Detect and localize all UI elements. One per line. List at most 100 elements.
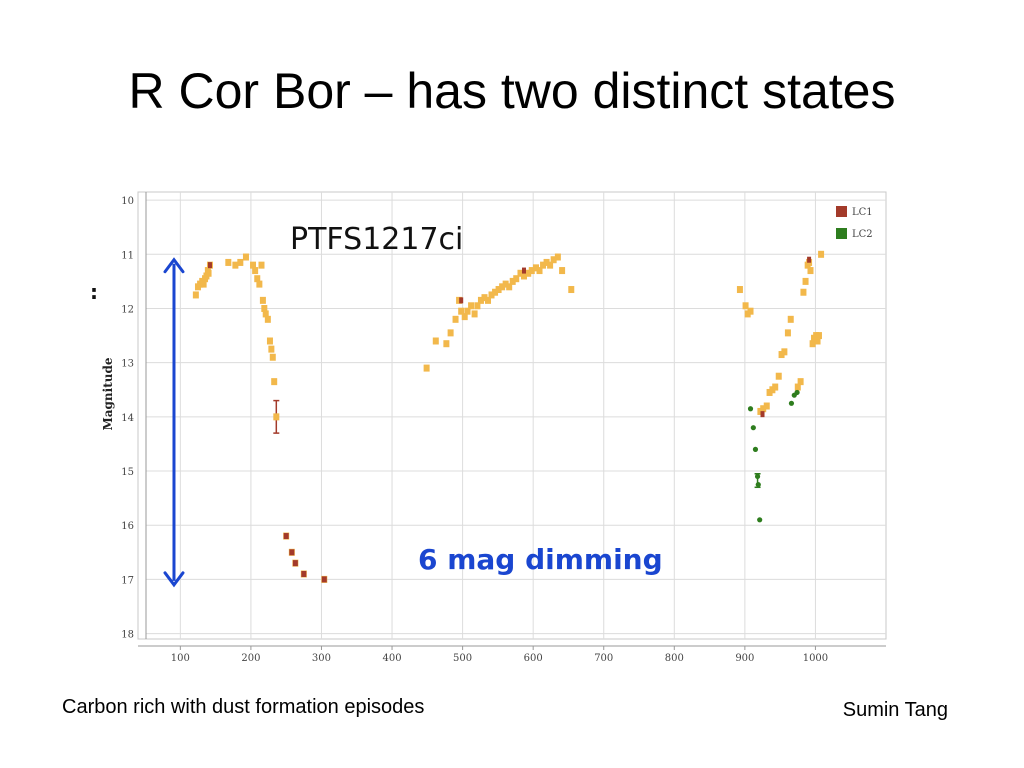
data-point-lc1 bbox=[264, 315, 271, 323]
data-point-lc1 bbox=[520, 272, 527, 280]
data-point-lc1 bbox=[225, 258, 232, 266]
data-point-lc1 bbox=[262, 310, 269, 318]
data-point-lc1 bbox=[506, 283, 513, 291]
data-point-lc1 bbox=[456, 296, 463, 304]
data-point-lc1 bbox=[481, 294, 488, 302]
data-point-lc1 bbox=[547, 261, 554, 269]
data-point-lc1 bbox=[471, 310, 478, 318]
x-tick-label: 600 bbox=[524, 653, 543, 664]
data-point-lc2 bbox=[747, 406, 754, 412]
data-point-lc1-faint bbox=[283, 533, 289, 540]
data-point-lc1 bbox=[254, 275, 261, 283]
data-point-lc1 bbox=[485, 296, 492, 304]
data-point-lc1 bbox=[492, 288, 499, 296]
x-tick-label: 500 bbox=[453, 653, 472, 664]
data-point-lc1 bbox=[468, 302, 475, 310]
data-point-lc2 bbox=[755, 481, 761, 488]
data-point-lc1 bbox=[499, 283, 506, 291]
data-point-lc1 bbox=[815, 332, 822, 340]
data-point-lc1 bbox=[559, 267, 566, 275]
data-point-lc1 bbox=[775, 372, 782, 380]
data-point-lc1 bbox=[256, 280, 263, 288]
y-tick-label: 10 bbox=[121, 196, 134, 207]
data-point-lc1 bbox=[252, 267, 259, 275]
data-point-lc1-core bbox=[459, 297, 464, 304]
y-tick-label: 16 bbox=[121, 521, 134, 532]
data-point-lc1 bbox=[781, 348, 788, 356]
data-point-lc1 bbox=[525, 269, 532, 277]
data-point-lc1 bbox=[536, 267, 543, 275]
data-point-lc1-faint bbox=[301, 570, 307, 577]
data-point-lc1 bbox=[271, 378, 278, 386]
data-point-lc1 bbox=[809, 340, 816, 348]
data-point-lc1 bbox=[237, 258, 244, 266]
data-point-lc1 bbox=[495, 286, 502, 294]
data-point-lc1 bbox=[502, 280, 509, 288]
x-ticks: 100 200 300 400 500 600 700 800 900 1000 bbox=[171, 653, 828, 664]
data-point-lc1 bbox=[423, 364, 430, 372]
arrow-head-up bbox=[163, 257, 185, 274]
y-tick-label: 14 bbox=[121, 413, 134, 424]
x-tick-label: 400 bbox=[382, 653, 401, 664]
data-point-lc1 bbox=[474, 302, 481, 310]
x-tick-label: 100 bbox=[171, 653, 190, 664]
data-point-lc1 bbox=[742, 302, 749, 310]
data-point-lc1 bbox=[736, 286, 743, 294]
data-point-lc1 bbox=[258, 261, 265, 269]
data-point-lc1 bbox=[205, 269, 212, 277]
data-point-lc1 bbox=[528, 267, 535, 275]
data-point-lc1-core bbox=[207, 262, 212, 269]
data-point-lc1 bbox=[192, 291, 199, 299]
data-point-lc1 bbox=[261, 304, 268, 312]
data-point-lc1 bbox=[488, 291, 495, 299]
dimming-annotation: 6 mag dimming bbox=[418, 543, 663, 576]
data-point-lc1 bbox=[784, 329, 791, 337]
x-tick-label: 200 bbox=[241, 653, 260, 664]
data-point-lc2 bbox=[757, 517, 763, 523]
data-point-lc1 bbox=[550, 256, 557, 264]
data-point-lc1 bbox=[200, 280, 207, 288]
data-point-lc1 bbox=[458, 307, 465, 315]
data-point-lc1-faint bbox=[292, 560, 298, 567]
data-point-lc1 bbox=[266, 337, 273, 345]
arrow-head-down bbox=[163, 571, 185, 588]
data-point-lc1 bbox=[554, 253, 561, 261]
y-tick-label: 12 bbox=[121, 304, 134, 315]
y-tick-label: 11 bbox=[121, 250, 134, 261]
legend-label: LC1 bbox=[852, 207, 873, 218]
legend-swatch bbox=[836, 228, 847, 239]
y-tick-label: 17 bbox=[121, 575, 134, 586]
data-point-lc1-faint bbox=[289, 549, 295, 556]
y-tick-label: 15 bbox=[121, 467, 134, 478]
data-point-lc2 bbox=[752, 446, 759, 452]
data-point-lc1 bbox=[509, 277, 516, 285]
y-tick-label: 18 bbox=[121, 630, 134, 641]
data-point-lc1 bbox=[268, 345, 275, 353]
data-point-lc1 bbox=[242, 253, 249, 261]
data-point-lc1 bbox=[432, 337, 439, 345]
x-tick-label: 1000 bbox=[803, 653, 828, 664]
x-tick-label: 300 bbox=[312, 653, 331, 664]
data-point-lc1-core bbox=[807, 256, 812, 263]
data-point-lc1 bbox=[802, 277, 809, 285]
data-point-lc1 bbox=[814, 337, 821, 345]
x-tick-label: 800 bbox=[665, 653, 684, 664]
data-point-lc2 bbox=[754, 473, 761, 480]
data-point-lc1 bbox=[532, 264, 539, 272]
data-point-lc1 bbox=[517, 269, 524, 277]
data-point-lc1 bbox=[464, 307, 471, 315]
data-point-lc1-core bbox=[760, 411, 765, 418]
data-point-lc1 bbox=[797, 378, 804, 386]
data-point-lc1 bbox=[269, 353, 276, 361]
data-point-lc1 bbox=[461, 313, 468, 321]
data-point-lc1 bbox=[250, 261, 257, 269]
data-point-lc2 bbox=[794, 389, 800, 396]
legend-swatch bbox=[836, 206, 847, 217]
axes bbox=[138, 192, 886, 650]
x-tick-label: 700 bbox=[594, 653, 613, 664]
data-point-lc1 bbox=[232, 261, 239, 269]
data-point-lc1 bbox=[763, 402, 770, 410]
dimming-arrow bbox=[163, 257, 185, 588]
data-point-lc1 bbox=[513, 275, 520, 283]
